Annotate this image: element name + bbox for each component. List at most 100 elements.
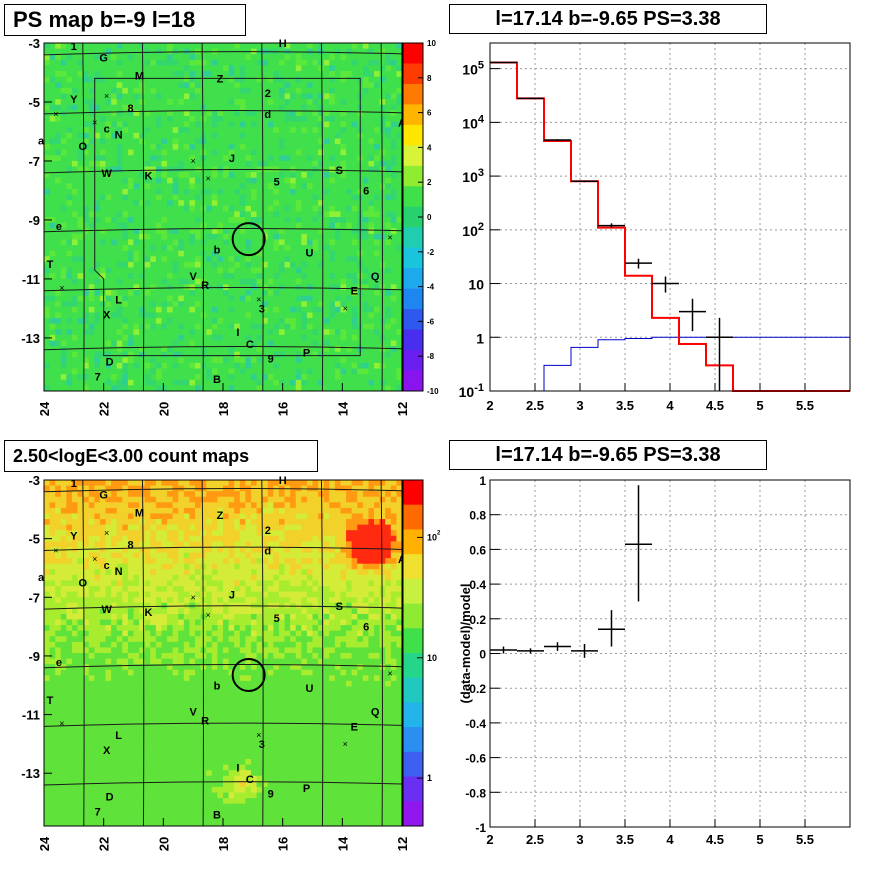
map-pixel [228, 188, 235, 195]
map-pixel [217, 110, 224, 117]
map-pixel [340, 250, 347, 257]
map-pixel [155, 115, 162, 122]
map-pixel [351, 222, 358, 229]
map-pixel [295, 87, 302, 94]
map-pixel [301, 507, 308, 514]
map-pixel [83, 379, 90, 386]
map-pixel [334, 502, 341, 509]
map-pixel [312, 491, 319, 498]
map-pixel [77, 368, 84, 375]
map-pixel [379, 65, 386, 72]
map-pixel [351, 491, 358, 498]
tl-panel-title: PS map b=-9 l=18 [4, 4, 246, 36]
map-pixel [318, 256, 325, 263]
map-pixel [77, 239, 84, 246]
map-pixel [111, 535, 118, 542]
map-pixel [256, 149, 263, 156]
map-pixel [306, 306, 313, 313]
map-pixel [284, 65, 291, 72]
map-pixel [390, 217, 397, 224]
map-pixel [217, 513, 224, 520]
source-label: 7 [95, 371, 101, 383]
map-pixel [396, 334, 403, 341]
map-pixel [161, 374, 168, 381]
map-pixel [239, 188, 246, 195]
map-pixel [262, 110, 269, 117]
map-pixel [155, 535, 162, 542]
map-pixel [94, 121, 101, 128]
map-pixel [55, 289, 62, 296]
map-pixel [55, 121, 62, 128]
map-pixel [206, 318, 213, 325]
map-pixel [295, 82, 302, 89]
map-pixel [284, 301, 291, 308]
map-pixel [374, 54, 381, 61]
map-pixel [150, 166, 157, 173]
map-pixel [239, 541, 246, 548]
map-pixel [105, 177, 112, 184]
map-pixel [228, 65, 235, 72]
map-pixel [178, 211, 185, 218]
map-pixel [178, 519, 185, 526]
map-pixel [49, 491, 56, 498]
map-pixel [189, 82, 196, 89]
source-marker: × [256, 295, 261, 305]
map-pixel [250, 289, 257, 296]
map-pixel [346, 491, 353, 498]
map-pixel [245, 76, 252, 83]
map-pixel [267, 217, 274, 224]
map-pixel [318, 379, 325, 386]
map-pixel [385, 211, 392, 218]
map-pixel [385, 546, 392, 553]
map-pixel [256, 239, 263, 246]
map-pixel [351, 256, 358, 263]
map-pixel [122, 121, 129, 128]
map-pixel [340, 43, 347, 50]
map-pixel [323, 200, 330, 207]
map-pixel [374, 76, 381, 83]
map-pixel [295, 351, 302, 358]
map-pixel [99, 155, 106, 162]
map-pixel [306, 507, 313, 514]
map-pixel [217, 76, 224, 83]
map-pixel [44, 183, 50, 190]
map-pixel [60, 513, 67, 520]
map-pixel [172, 99, 179, 106]
map-pixel [357, 368, 364, 375]
map-pixel [239, 306, 246, 313]
map-pixel [334, 222, 341, 229]
map-pixel [278, 385, 285, 392]
map-pixel [284, 351, 291, 358]
map-pixel [306, 357, 313, 364]
map-pixel [211, 357, 218, 364]
map-pixel [189, 110, 196, 117]
map-pixel [262, 149, 269, 156]
map-pixel [183, 351, 190, 358]
map-pixel [362, 546, 369, 553]
map-pixel [211, 267, 218, 274]
map-pixel [105, 166, 112, 173]
map-pixel [172, 200, 179, 207]
map-pixel [368, 519, 375, 526]
map-pixel [340, 323, 347, 330]
map-pixel [301, 374, 308, 381]
map-pixel [228, 59, 235, 66]
map-pixel [278, 239, 285, 246]
map-pixel [183, 524, 190, 531]
map-pixel [60, 524, 67, 531]
map-pixel [60, 362, 67, 369]
map-pixel [133, 99, 140, 106]
map-pixel [71, 54, 78, 61]
map-pixel [133, 93, 140, 100]
map-pixel [362, 172, 369, 179]
map-pixel [150, 329, 157, 336]
map-pixel [144, 552, 151, 559]
map-pixel [278, 115, 285, 122]
map-pixel [139, 205, 146, 212]
map-pixel [374, 71, 381, 78]
map-pixel [301, 552, 308, 559]
map-pixel [374, 278, 381, 285]
map-pixel [66, 496, 73, 503]
map-pixel [111, 115, 118, 122]
map-pixel [267, 127, 274, 134]
